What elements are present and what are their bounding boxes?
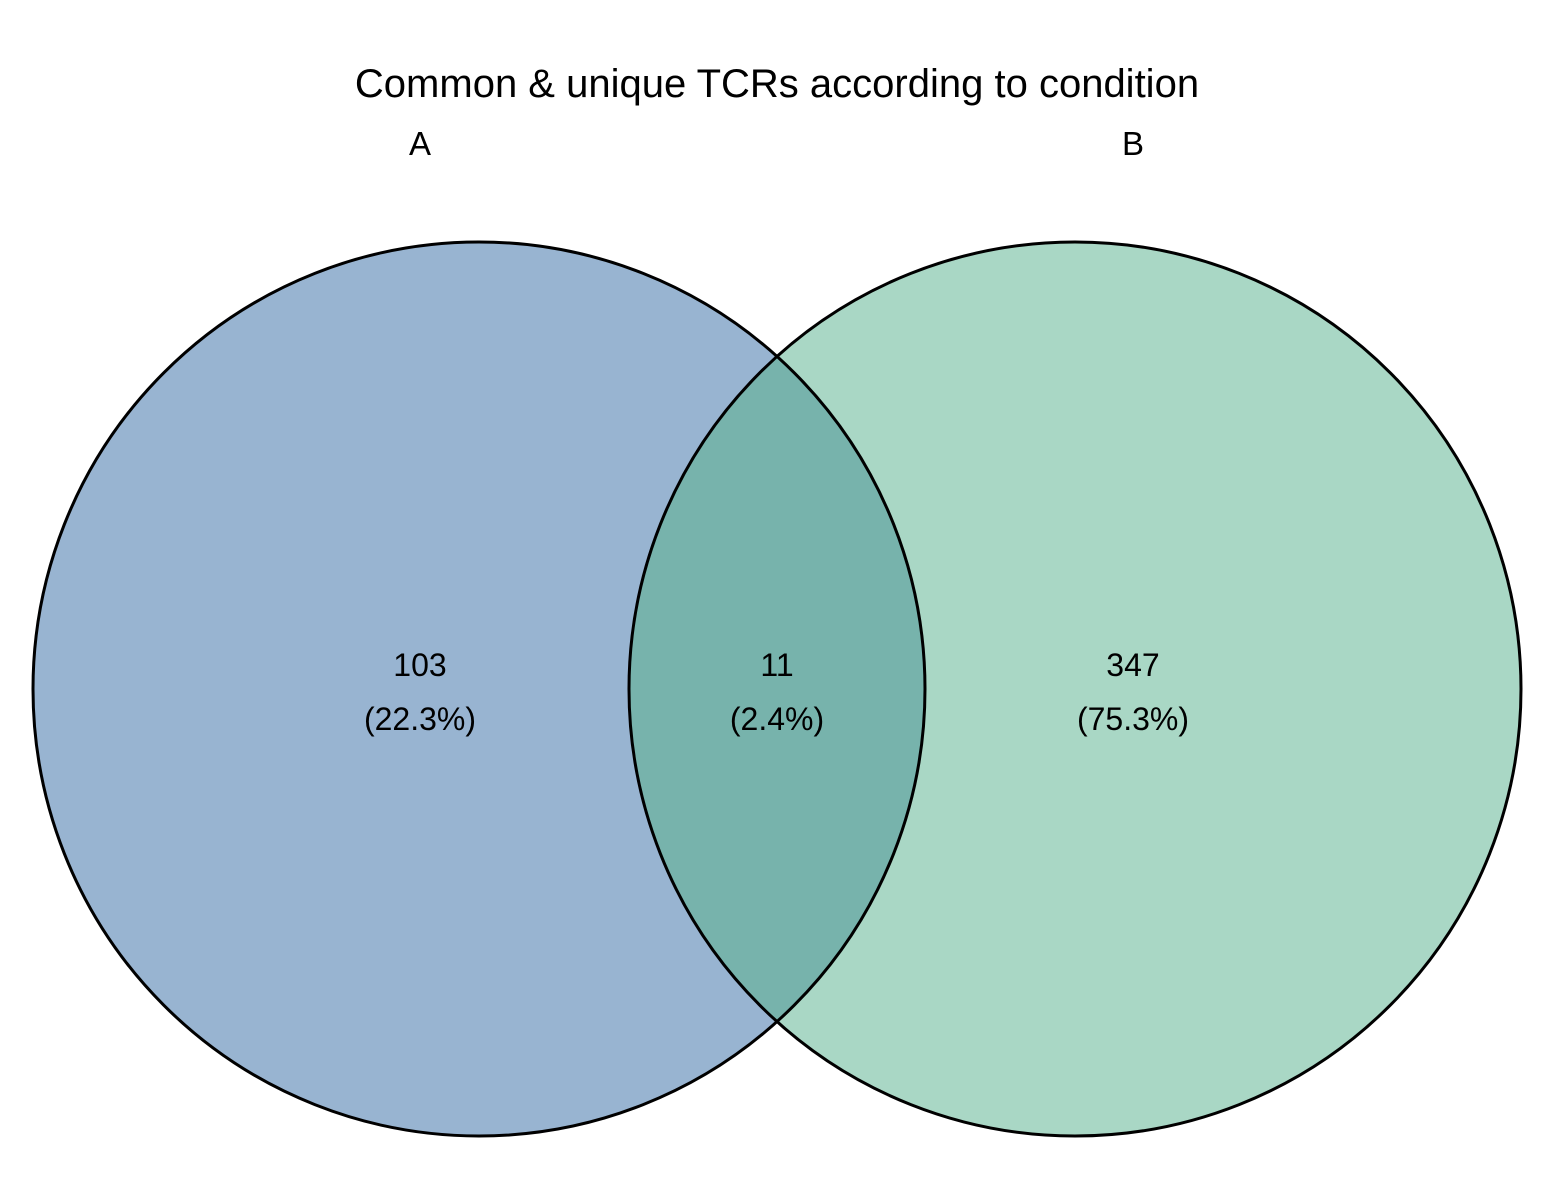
- chart-title: Common & unique TCRs according to condit…: [355, 62, 1199, 106]
- set-a-outline: [31, 240, 927, 1138]
- set-b-outline: [627, 240, 1523, 1138]
- region-b-only-percent: (75.3%): [1077, 701, 1189, 737]
- region-intersection-percent: (2.4%): [730, 701, 824, 737]
- region-a-only-percent: (22.3%): [364, 701, 476, 737]
- intersection-region: [629, 242, 925, 1136]
- region-b-only-count: 347: [1106, 647, 1159, 683]
- set-label-b: B: [1122, 125, 1144, 162]
- region-intersection-count: 11: [760, 647, 793, 683]
- region-a-only-count: 103: [393, 647, 446, 683]
- set-label-a: A: [409, 125, 431, 162]
